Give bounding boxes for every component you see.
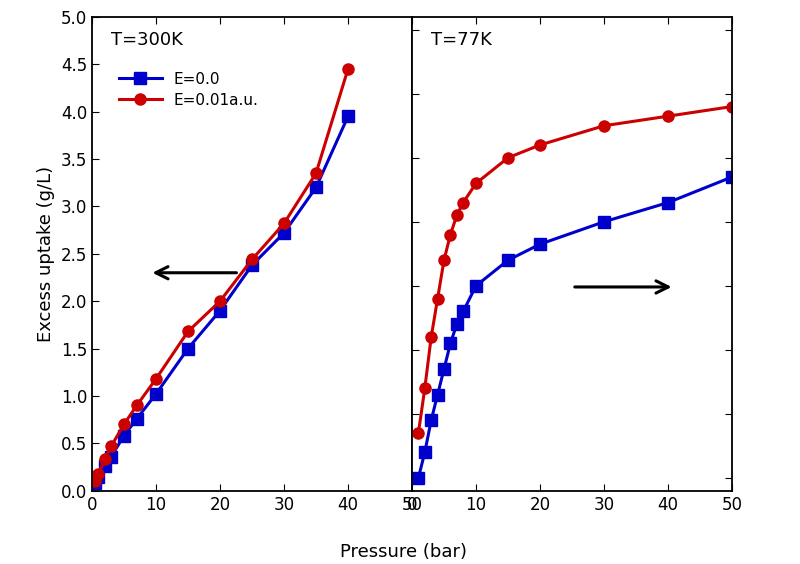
Line: E=0.0: E=0.0	[90, 111, 354, 488]
Text: T=300K: T=300K	[111, 31, 183, 49]
E=0.0	[100, 462, 110, 469]
Text: Pressure (bar): Pressure (bar)	[341, 543, 467, 561]
E=0.0	[311, 184, 321, 191]
E=0.01a.u.	[311, 170, 321, 177]
Text: T=77K: T=77K	[431, 31, 492, 49]
E=0.0	[132, 415, 142, 422]
E=0.01a.u.	[100, 456, 110, 463]
Line: E=0.01a.u.: E=0.01a.u.	[90, 64, 354, 487]
E=0.01a.u.	[94, 470, 103, 477]
E=0.01a.u.	[279, 220, 289, 227]
E=0.0	[94, 474, 103, 481]
E=0.0	[119, 433, 129, 439]
Y-axis label: Excess uptake (g/L): Excess uptake (g/L)	[38, 166, 55, 342]
E=0.01a.u.	[90, 478, 100, 484]
E=0.0	[279, 230, 289, 236]
E=0.01a.u.	[215, 298, 225, 305]
E=0.0	[247, 262, 257, 268]
E=0.0	[215, 307, 225, 314]
E=0.01a.u.	[119, 421, 129, 428]
E=0.01a.u.	[132, 402, 142, 409]
E=0.0	[90, 480, 100, 487]
E=0.01a.u.	[151, 376, 161, 382]
E=0.0	[343, 113, 353, 120]
E=0.01a.u.	[183, 328, 193, 335]
E=0.01a.u.	[343, 65, 353, 72]
E=0.01a.u.	[247, 256, 257, 263]
E=0.0	[106, 453, 116, 460]
E=0.0	[183, 345, 193, 352]
Legend: E=0.0, E=0.01a.u.: E=0.0, E=0.01a.u.	[119, 72, 258, 108]
E=0.0	[151, 391, 161, 398]
E=0.01a.u.	[106, 443, 116, 450]
